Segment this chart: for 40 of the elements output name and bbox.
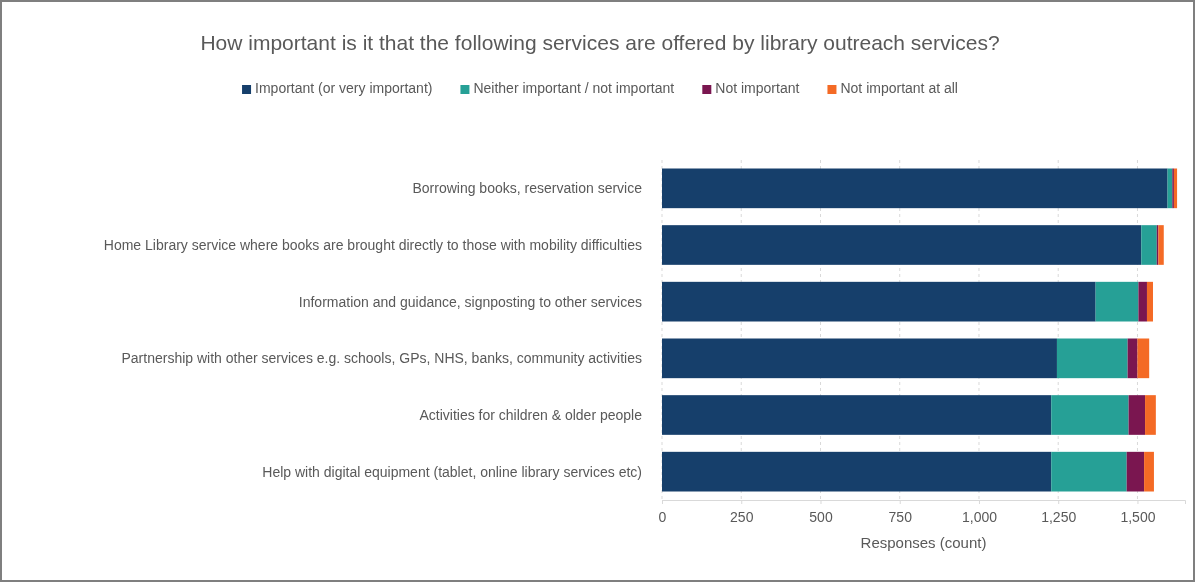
bar <box>1146 281 1153 322</box>
bar <box>662 451 1052 492</box>
y-tick-label: Help with digital equipment (tablet, online library services etc) <box>262 463 642 480</box>
x-tick-label: 500 <box>809 509 833 526</box>
x-tick-label: 250 <box>730 509 754 526</box>
bar <box>1127 338 1138 379</box>
legend-label: Neither important / not important <box>473 80 675 96</box>
y-tick-label: Home Library service where books are brought directly to those with mobility difficulties <box>103 237 642 253</box>
x-tick-label: 0 <box>658 509 667 526</box>
bar <box>1137 338 1150 379</box>
x-tick-label: 1,000 <box>961 509 998 526</box>
chart-title: How important is it that the following services are offered by library outreach services? <box>200 31 1000 54</box>
y-tick-label: Information and guidance, signposting to other services <box>298 293 642 310</box>
bar <box>1144 451 1154 492</box>
bar <box>662 168 1168 209</box>
x-tick-label: 1,250 <box>1041 509 1077 526</box>
bar <box>1141 225 1157 265</box>
bar <box>662 281 1096 322</box>
x-axis-title: Responses (count) <box>860 534 987 551</box>
y-tick-label: Borrowing books, reservation service <box>412 180 643 197</box>
bar <box>662 225 1142 265</box>
bar <box>1126 451 1145 492</box>
legend-label: Important (or very important) <box>255 80 433 96</box>
y-tick-label: Partnership with other services e.g. schools, GPs, NHS, banks, community activities <box>121 350 642 367</box>
bar <box>1158 225 1164 265</box>
bar <box>1138 281 1147 322</box>
bar <box>1051 451 1127 492</box>
x-tick-label: 1,500 <box>1120 509 1156 526</box>
bar <box>1173 168 1178 209</box>
bar <box>1051 395 1129 435</box>
bar <box>1095 281 1139 322</box>
legend-label: Not important <box>715 80 800 96</box>
bar <box>1056 338 1128 379</box>
legend-label: Not important at all <box>840 80 958 96</box>
x-tick-label: 750 <box>888 509 913 526</box>
bar <box>662 338 1057 379</box>
bar <box>1128 395 1146 435</box>
y-tick-label: Activities for children & older people <box>419 407 643 423</box>
bar <box>662 395 1052 435</box>
bar <box>1145 395 1156 435</box>
